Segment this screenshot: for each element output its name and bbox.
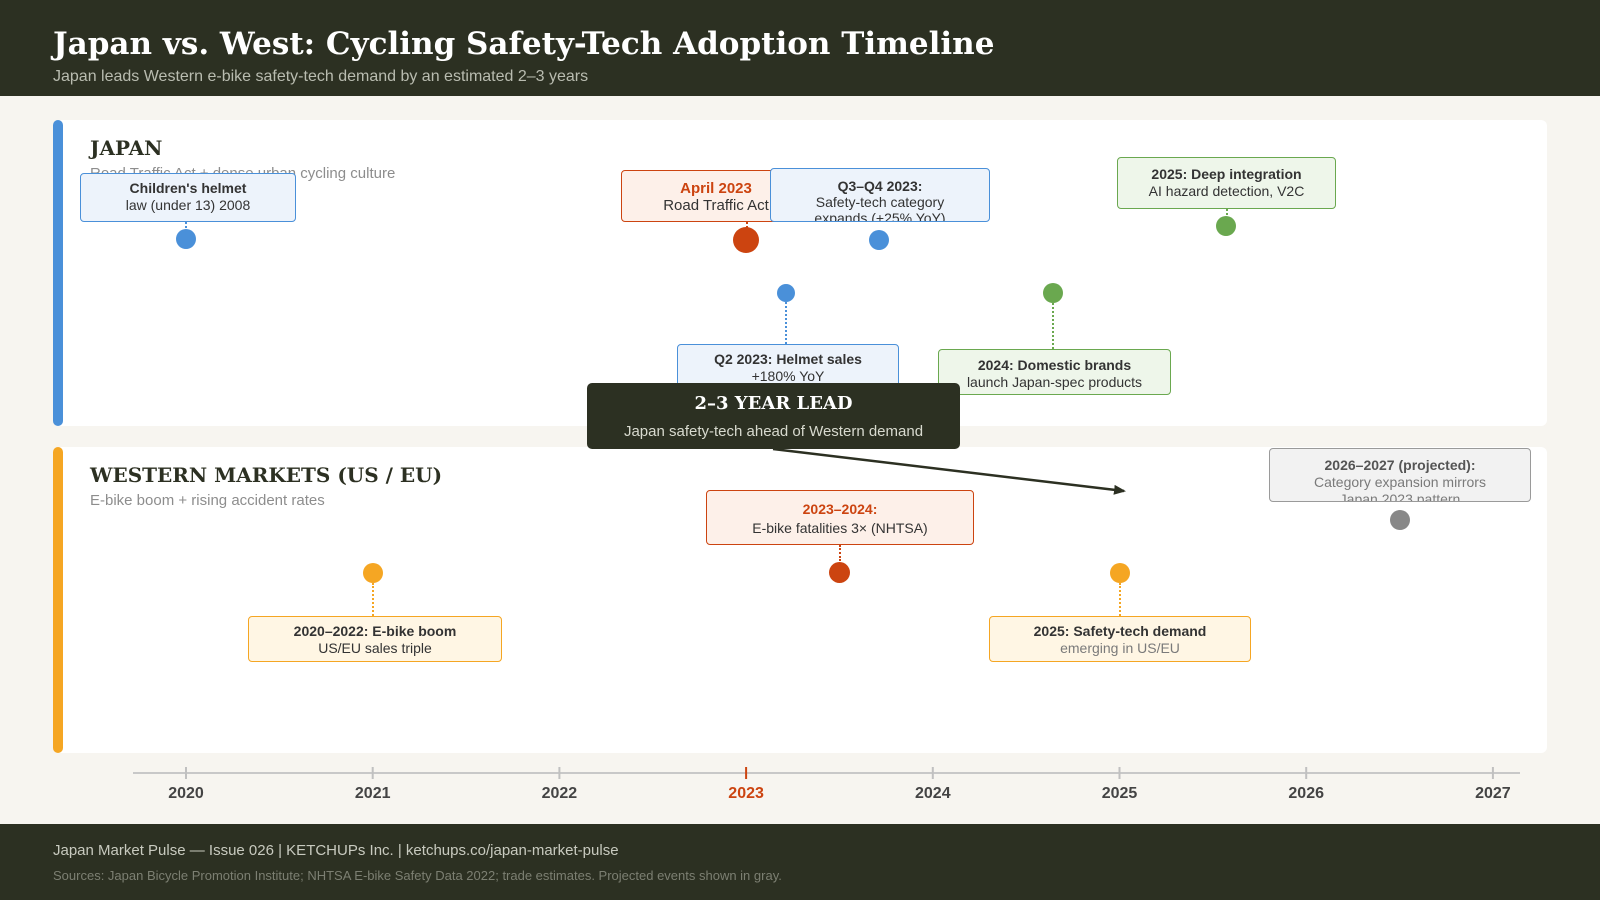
footer-credits: Japan Market Pulse — Issue 026 | KETCHUP…: [53, 842, 619, 859]
axis-label-2026: 2026: [1288, 785, 1324, 802]
west-subtitle: E-bike boom + rising accident rates: [90, 492, 325, 509]
event-detail: E-bike fatalities 3× (NHTSA): [752, 520, 928, 536]
footer-sources: Sources: Japan Bicycle Promotion Institu…: [53, 868, 782, 883]
event-detail-2: Japan 2023 pattern: [1339, 491, 1461, 502]
event-detail: emerging in US/EU: [1060, 640, 1180, 656]
event-dot: [176, 229, 196, 249]
event-title: Children's helmet: [129, 180, 247, 196]
event-projected-2026-2027: 2026–2027 (projected): Category expansio…: [1269, 448, 1531, 502]
axis-label-2020: 2020: [168, 785, 204, 802]
axis-label-2025: 2025: [1101, 785, 1138, 802]
event-dot: [777, 284, 795, 302]
axis-label-2023: 2023: [728, 785, 764, 802]
event-detail: Safety-tech category: [815, 194, 945, 210]
event-title: 2020–2022: E-bike boom: [293, 623, 457, 639]
connector: [1119, 583, 1121, 616]
event-deep-integration-2025: 2025: Deep integration AI hazard detecti…: [1117, 157, 1336, 209]
axis-ticks: [185, 767, 1494, 779]
event-detail: launch Japan-spec products: [966, 374, 1143, 390]
event-title: 2026–2027 (projected):: [1324, 457, 1476, 473]
event-q2-2023-helmet-sales: Q2 2023: Helmet sales +180% YoY: [677, 344, 899, 390]
event-helmet-law: Children's helmet law (under 13) 2008: [80, 173, 296, 222]
lead-title: 2–3 YEAR LEAD: [694, 393, 853, 414]
lead-arrow: [772, 447, 1126, 495]
event-detail: AI hazard detection, V2C: [1148, 183, 1305, 199]
event-title: 2024: Domestic brands: [977, 357, 1132, 373]
event-dot: [1110, 563, 1130, 583]
event-detail: law (under 13) 2008: [125, 197, 251, 213]
west-accent-bar: [53, 447, 63, 753]
japan-title: JAPAN: [90, 136, 163, 160]
event-dot: [1216, 216, 1236, 236]
event-domestic-brands-2024: 2024: Domestic brands launch Japan-spec …: [938, 349, 1171, 395]
connector: [785, 302, 787, 344]
connector: [1052, 303, 1054, 349]
event-dot: [363, 563, 383, 583]
event-ebike-boom: 2020–2022: E-bike boom US/EU sales tripl…: [248, 616, 502, 662]
event-detail: Category expansion mirrors: [1314, 474, 1486, 490]
event-fatalities-2023-2024: 2023–2024: E-bike fatalities 3× (NHTSA): [706, 490, 974, 545]
event-dot-major: [733, 227, 759, 253]
event-title: 2023–2024:: [802, 501, 878, 517]
event-title: Q3–Q4 2023:: [837, 178, 923, 194]
connector: [839, 545, 841, 561]
event-title: 2025: Deep integration: [1151, 166, 1302, 182]
lead-subtitle: Japan safety-tech ahead of Western deman…: [623, 423, 924, 440]
event-safety-demand-2025: 2025: Safety-tech demand emerging in US/…: [989, 616, 1251, 662]
axis-label-2024: 2024: [915, 785, 951, 802]
event-title: Q2 2023: Helmet sales: [714, 351, 862, 367]
page-subtitle: Japan leads Western e-bike safety-tech d…: [53, 68, 589, 85]
axis-label-2022: 2022: [541, 785, 578, 802]
page-title: Japan vs. West: Cycling Safety-Tech Adop…: [53, 26, 995, 62]
footer: Japan Market Pulse — Issue 026 | KETCHUP…: [0, 824, 1600, 900]
axis-label-2021: 2021: [354, 785, 391, 802]
event-detail: +180% YoY: [751, 368, 825, 384]
axis-label-2027: 2027: [1475, 785, 1511, 802]
event-title: April 2023: [680, 180, 752, 197]
event-q3q4-2023: Q3–Q4 2023: Safety-tech category expands…: [770, 168, 990, 222]
event-dot: [869, 230, 889, 250]
event-dot-projected: [1390, 510, 1410, 530]
event-dot: [1043, 283, 1063, 303]
west-title: WESTERN MARKETS (US / EU): [90, 463, 443, 487]
event-title: 2025: Safety-tech demand: [1033, 623, 1207, 639]
event-dot: [829, 562, 850, 583]
event-detail: US/EU sales triple: [318, 640, 432, 656]
header: Japan vs. West: Cycling Safety-Tech Adop…: [0, 0, 1600, 96]
connector: [1226, 209, 1228, 219]
connector: [372, 583, 374, 616]
japan-accent-bar: [53, 120, 63, 426]
event-detail: Road Traffic Act: [663, 197, 769, 214]
connector: [185, 222, 187, 232]
lead-callout: 2–3 YEAR LEAD Japan safety-tech ahead of…: [587, 383, 960, 449]
event-detail-2: expands (+25% YoY): [814, 210, 946, 222]
